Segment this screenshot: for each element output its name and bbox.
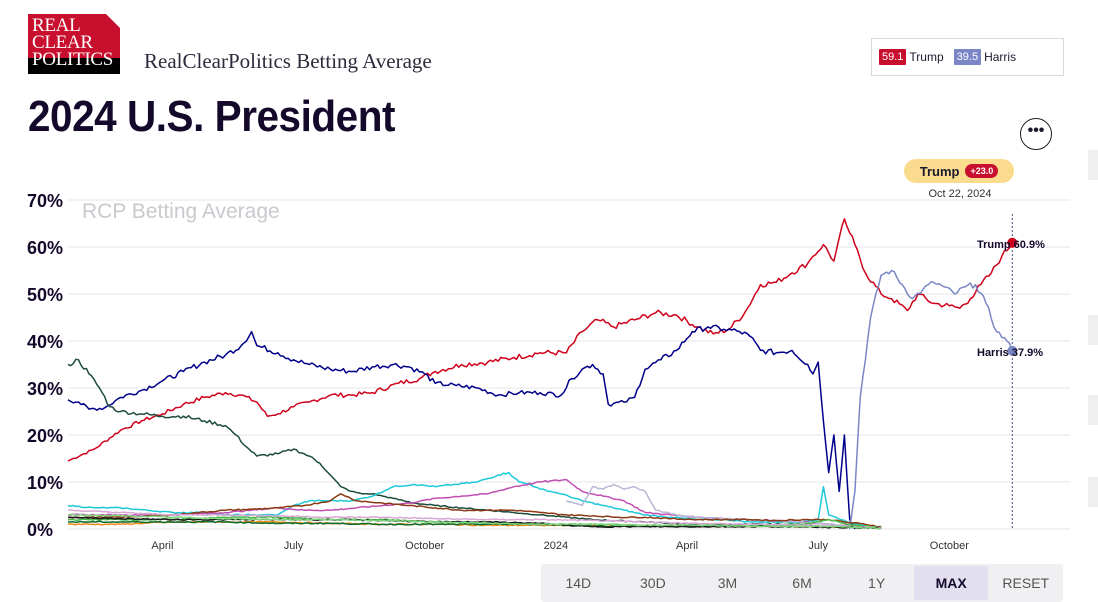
legend: 59.1 Trump 39.5 Harris (871, 38, 1064, 76)
series-line (67, 513, 882, 530)
series-line (67, 218, 1013, 462)
rcp-logo[interactable]: REAL CLEAR POLITICS (28, 14, 120, 74)
legend-item-harris[interactable]: 39.5 Harris (953, 49, 1017, 65)
chart-watermark: RCP Betting Average (82, 200, 280, 223)
logo-line-3: POLITICS (32, 49, 113, 70)
logo-line-1: REAL (32, 15, 81, 36)
edge-strip (1088, 395, 1098, 425)
x-tick-label: April (676, 540, 698, 552)
leader-diff: +23.0 (965, 164, 999, 178)
x-tick-label: 2024 (544, 540, 568, 552)
logo-corner (106, 14, 120, 28)
end-label: Trump 60.9% (977, 239, 1045, 251)
edge-strip (1088, 150, 1098, 180)
x-tick-label: October (405, 540, 444, 552)
logo-bar (28, 58, 120, 74)
y-tick-label: 0% (27, 520, 53, 540)
logo-line-2: CLEAR (32, 32, 93, 53)
more-dots-icon: ••• (1027, 122, 1045, 139)
x-tick-label: October (930, 540, 969, 552)
y-tick-label: 10% (27, 473, 63, 493)
legend-item-trump[interactable]: 59.1 Trump (879, 49, 944, 65)
edge-strip (1088, 315, 1098, 345)
series-line (67, 358, 882, 530)
range-button-max[interactable]: MAX (913, 566, 989, 600)
range-button-3m[interactable]: 3M (717, 575, 738, 591)
hover-date: Oct 22, 2024 (928, 188, 992, 200)
legend-name-trump: Trump (909, 50, 944, 64)
legend-value-harris: 39.5 (953, 49, 982, 65)
range-button-6m[interactable]: 6M (792, 575, 812, 591)
range-button-14d[interactable]: 14D (565, 575, 592, 591)
range-button-1y[interactable]: 1Y (868, 575, 886, 591)
leader-name: Trump (919, 163, 960, 179)
x-tick-label: April (151, 540, 173, 552)
range-button-30d[interactable]: 30D (640, 575, 666, 591)
series-line (67, 324, 856, 530)
y-tick-label: 30% (27, 379, 63, 399)
y-tick-label: 40% (27, 332, 63, 352)
end-label: Harris 37.9% (977, 347, 1043, 359)
betting-chart[interactable]: RCP Betting Average 0% 10% 20% 30% 40% 50% 60%… (0, 0, 1098, 560)
leader-badge: Trump +23.0 (904, 159, 1014, 183)
x-tick-label: July (284, 540, 304, 552)
y-tick-label: 20% (27, 426, 63, 446)
series-line (566, 483, 882, 529)
y-tick-label: 50% (27, 285, 63, 305)
y-tick-label: 60% (27, 238, 63, 258)
more-options-button[interactable]: ••• (1020, 118, 1052, 150)
series-line (67, 493, 882, 528)
x-tick-label: July (808, 540, 828, 552)
end-point (1007, 345, 1018, 356)
page-title: 2024 U.S. President (28, 92, 396, 141)
legend-value-trump: 59.1 (879, 49, 907, 65)
series-line (67, 509, 882, 529)
y-tick-label: 70% (27, 191, 63, 211)
edge-strip (1088, 477, 1098, 507)
series-line (848, 269, 1014, 530)
end-point (1007, 237, 1018, 248)
reset-button[interactable]: RESET (1002, 575, 1050, 591)
chart-lines (67, 218, 1014, 530)
page-subtitle: RealClearPolitics Betting Average (144, 49, 432, 73)
range-selector: 14D 30D 3M 6M 1Y MAX RESET (541, 564, 1063, 602)
chart-marks: Trump 60.9% Harris 37.9% (977, 214, 1045, 529)
legend-name-harris: Harris (984, 50, 1017, 64)
